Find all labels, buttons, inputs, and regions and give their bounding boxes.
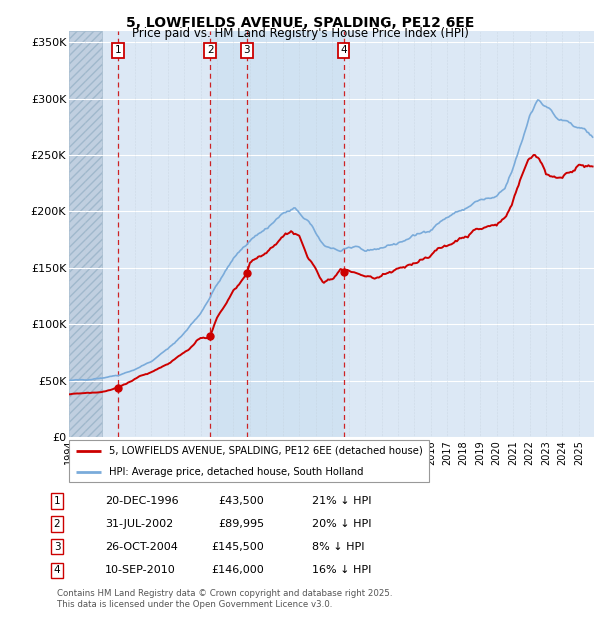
Text: 16% ↓ HPI: 16% ↓ HPI — [312, 565, 371, 575]
Text: 10-SEP-2010: 10-SEP-2010 — [105, 565, 176, 575]
Text: 21% ↓ HPI: 21% ↓ HPI — [312, 496, 371, 506]
Text: Price paid vs. HM Land Registry's House Price Index (HPI): Price paid vs. HM Land Registry's House … — [131, 27, 469, 40]
Bar — [210, 31, 344, 437]
Text: 5, LOWFIELDS AVENUE, SPALDING, PE12 6EE (detached house): 5, LOWFIELDS AVENUE, SPALDING, PE12 6EE … — [109, 446, 422, 456]
Text: 1: 1 — [53, 496, 61, 506]
Text: 20% ↓ HPI: 20% ↓ HPI — [312, 519, 371, 529]
Text: 3: 3 — [53, 542, 61, 552]
Bar — [69, 31, 102, 437]
Text: HPI: Average price, detached house, South Holland: HPI: Average price, detached house, Sout… — [109, 467, 363, 477]
Text: £89,995: £89,995 — [218, 519, 264, 529]
Text: This data is licensed under the Open Government Licence v3.0.: This data is licensed under the Open Gov… — [57, 600, 332, 609]
Text: 2: 2 — [207, 45, 214, 55]
Text: 31-JUL-2002: 31-JUL-2002 — [105, 519, 173, 529]
Text: 26-OCT-2004: 26-OCT-2004 — [105, 542, 178, 552]
Text: Contains HM Land Registry data © Crown copyright and database right 2025.: Contains HM Land Registry data © Crown c… — [57, 588, 392, 598]
Text: £43,500: £43,500 — [218, 496, 264, 506]
Bar — [69, 31, 102, 437]
Text: 4: 4 — [340, 45, 347, 55]
Text: 8% ↓ HPI: 8% ↓ HPI — [312, 542, 365, 552]
Text: 5, LOWFIELDS AVENUE, SPALDING, PE12 6EE: 5, LOWFIELDS AVENUE, SPALDING, PE12 6EE — [126, 16, 474, 30]
Text: 3: 3 — [244, 45, 250, 55]
Text: 2: 2 — [53, 519, 61, 529]
Text: 4: 4 — [53, 565, 61, 575]
Text: 20-DEC-1996: 20-DEC-1996 — [105, 496, 179, 506]
Text: £145,500: £145,500 — [211, 542, 264, 552]
FancyBboxPatch shape — [69, 440, 429, 482]
Text: £146,000: £146,000 — [211, 565, 264, 575]
Text: 1: 1 — [115, 45, 121, 55]
